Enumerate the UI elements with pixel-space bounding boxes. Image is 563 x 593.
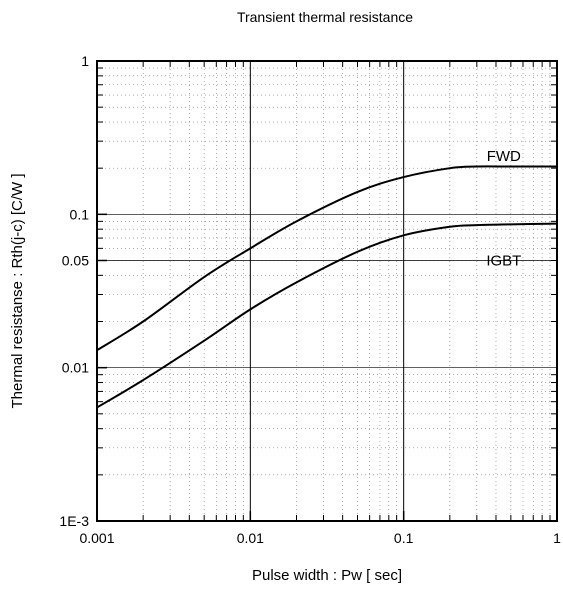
y-axis-label: Thermal resistanse : Rth(j-c) [C/W ] bbox=[9, 173, 26, 408]
chart-title: Transient thermal resistance bbox=[237, 9, 413, 25]
y-tick-label: 0.01 bbox=[62, 360, 89, 376]
series-label-fwd: FWD bbox=[487, 148, 521, 165]
series-labels: FWD IGBT bbox=[486, 148, 521, 269]
series-label-igbt: IGBT bbox=[486, 252, 521, 269]
x-axis-label: Pulse width : Pw [ sec] bbox=[252, 567, 402, 584]
x-tick-labels: 0.001 0.01 0.1 1 bbox=[79, 530, 561, 546]
plot-frame bbox=[96, 60, 558, 522]
x-tick-label: 0.001 bbox=[79, 530, 114, 546]
y-tick-label: 0.05 bbox=[62, 252, 89, 268]
x-tick-label: 1 bbox=[553, 530, 561, 546]
series-line-fwd bbox=[96, 165, 557, 352]
x-tick-label: 0.01 bbox=[237, 530, 264, 546]
y-tick-label: 1 bbox=[81, 53, 89, 69]
y-tick-labels: 1E-3 0.01 0.05 0.1 1 bbox=[59, 53, 89, 529]
x-tick-label: 0.1 bbox=[394, 530, 414, 546]
series-lines bbox=[96, 165, 558, 409]
grid bbox=[97, 61, 557, 521]
ticks bbox=[96, 60, 558, 522]
y-tick-label: 0.1 bbox=[70, 206, 90, 222]
series-line-igbt bbox=[96, 222, 558, 409]
y-tick-label: 1E-3 bbox=[59, 513, 89, 529]
